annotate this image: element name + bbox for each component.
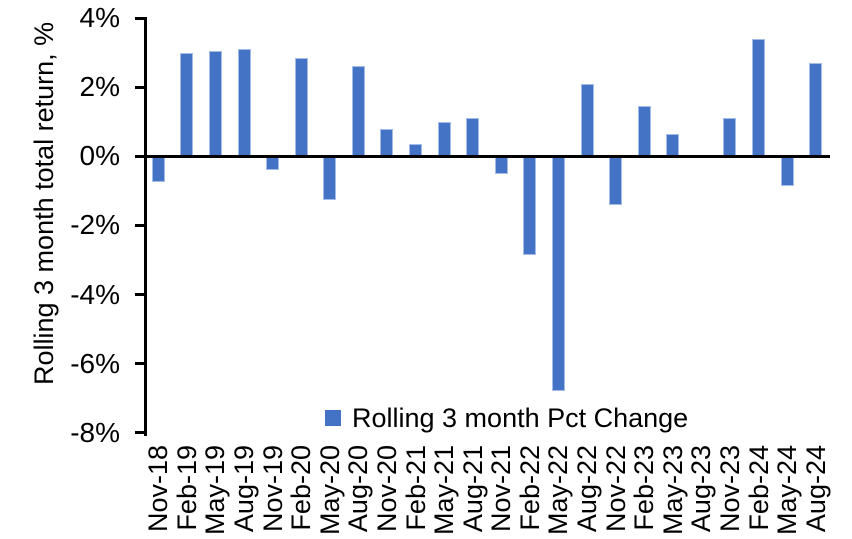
bar-may-19 <box>208 50 222 157</box>
legend: Rolling 3 month Pct Change <box>325 403 688 433</box>
bar-nov-20 <box>380 128 394 157</box>
y-tick-label: -8% <box>70 416 120 448</box>
bar-aug-20 <box>351 66 365 157</box>
x-tick-label: Nov-20 <box>371 445 402 533</box>
bar-feb-20 <box>294 57 308 157</box>
x-tick-label: Feb-24 <box>743 445 774 531</box>
bar-aug-24 <box>809 62 823 157</box>
x-tick-label: Aug-22 <box>572 445 603 533</box>
bar-aug-21 <box>466 118 480 157</box>
bar-may-23 <box>666 133 680 157</box>
y-axis-line <box>144 17 147 436</box>
bar-nov-18 <box>151 156 165 183</box>
y-tick-label: 0% <box>79 140 120 172</box>
y-tick-mark <box>135 362 144 366</box>
bar-aug-22 <box>580 83 594 157</box>
bar-feb-23 <box>637 106 651 157</box>
x-tick-label: Nov-22 <box>600 445 631 533</box>
x-tick-label: Aug-23 <box>686 445 717 533</box>
bar-feb-19 <box>180 52 194 157</box>
bar-may-22 <box>551 156 565 392</box>
x-tick-label: May-19 <box>200 445 231 536</box>
y-tick-label: 2% <box>79 71 120 103</box>
x-tick-label: Feb-22 <box>514 445 545 531</box>
x-tick-label: Nov-18 <box>143 445 174 533</box>
y-tick-label: -6% <box>70 347 120 379</box>
x-tick-label: Nov-21 <box>486 445 517 533</box>
legend-swatch-icon <box>325 410 341 426</box>
x-tick-label: Feb-20 <box>286 445 317 531</box>
legend-label: Rolling 3 month Pct Change <box>352 403 689 433</box>
y-tick-mark <box>135 16 144 20</box>
bar-may-24 <box>780 156 794 186</box>
bar-nov-22 <box>609 156 623 205</box>
x-tick-label: May-21 <box>429 445 460 536</box>
x-tick-label: Feb-19 <box>171 445 202 531</box>
x-tick-label: May-22 <box>543 445 574 536</box>
y-tick-label: 4% <box>79 2 120 33</box>
x-tick-label: Aug-19 <box>229 445 260 533</box>
y-tick-mark <box>135 431 144 435</box>
y-tick-mark <box>135 293 144 297</box>
bar-may-21 <box>437 121 451 157</box>
bar-nov-21 <box>494 156 508 174</box>
bar-nov-19 <box>266 156 280 171</box>
y-tick-label: -4% <box>70 278 120 310</box>
x-tick-label: May-24 <box>772 445 803 536</box>
bar-feb-24 <box>752 38 766 157</box>
x-tick-label: Feb-23 <box>629 445 660 531</box>
x-tick-label: May-23 <box>657 445 688 536</box>
y-tick-mark <box>135 223 144 227</box>
x-tick-label: Aug-21 <box>457 445 488 533</box>
x-tick-label: Aug-24 <box>800 445 831 533</box>
zero-axis-line <box>144 154 830 158</box>
bar-may-20 <box>323 156 337 200</box>
y-tick-mark <box>135 154 144 158</box>
bar-nov-23 <box>723 118 737 157</box>
x-tick-label: Aug-20 <box>343 445 374 533</box>
x-tick-label: Feb-21 <box>400 445 431 531</box>
bar-aug-19 <box>237 49 251 157</box>
y-tick-mark <box>135 85 144 89</box>
x-tick-label: Nov-23 <box>714 445 745 533</box>
x-tick-label: May-20 <box>314 445 345 536</box>
y-tick-label: -2% <box>70 209 120 241</box>
x-tick-label: Nov-19 <box>257 445 288 533</box>
bar-feb-22 <box>523 156 537 255</box>
